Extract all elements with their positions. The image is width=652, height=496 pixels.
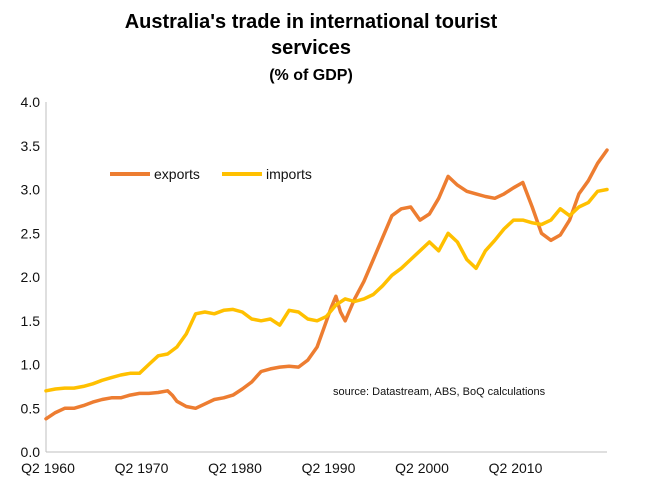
y-tick-label: 1.0 xyxy=(21,357,41,373)
x-tick-label: Q2 1980 xyxy=(208,460,262,476)
y-tick-label: 0.0 xyxy=(21,444,41,460)
legend-label-exports: exports xyxy=(154,166,200,182)
chart-subtitle: (% of GDP) xyxy=(269,67,353,84)
x-tick-label: Q2 2010 xyxy=(489,460,543,476)
x-tick-label: Q2 1970 xyxy=(115,460,169,476)
x-tick-label: Q2 1960 xyxy=(21,460,75,476)
y-tick-label: 3.5 xyxy=(21,138,41,154)
series-line-exports xyxy=(44,148,609,421)
y-tick-label: 1.5 xyxy=(21,313,41,329)
legend-label-imports: imports xyxy=(266,166,312,182)
y-tick-label: 2.0 xyxy=(21,269,41,285)
y-axis-ticks: 0.0 0.5 1.0 1.5 2.0 2.5 3.0 3.5 4.0 xyxy=(21,94,41,460)
chart-title-line-2: services xyxy=(271,37,351,59)
x-axis-ticks: Q2 1960 Q2 1970 Q2 1980 Q2 1990 Q2 2000 Q2 20… xyxy=(21,460,542,476)
x-tick-label: Q2 1990 xyxy=(302,460,356,476)
legend: exports imports xyxy=(110,166,312,182)
series-line-imports xyxy=(44,187,609,393)
y-tick-label: 0.5 xyxy=(21,400,41,416)
chart-title-line-1: Australia's trade in international touri… xyxy=(125,11,498,33)
x-tick-label: Q2 2000 xyxy=(395,460,449,476)
y-tick-label: 4.0 xyxy=(21,94,41,110)
series-lines xyxy=(44,148,609,421)
y-tick-label: 2.5 xyxy=(21,225,41,241)
source-note: source: Datastream, ABS, BoQ calculation… xyxy=(333,386,546,398)
y-tick-label: 3.0 xyxy=(21,182,41,198)
